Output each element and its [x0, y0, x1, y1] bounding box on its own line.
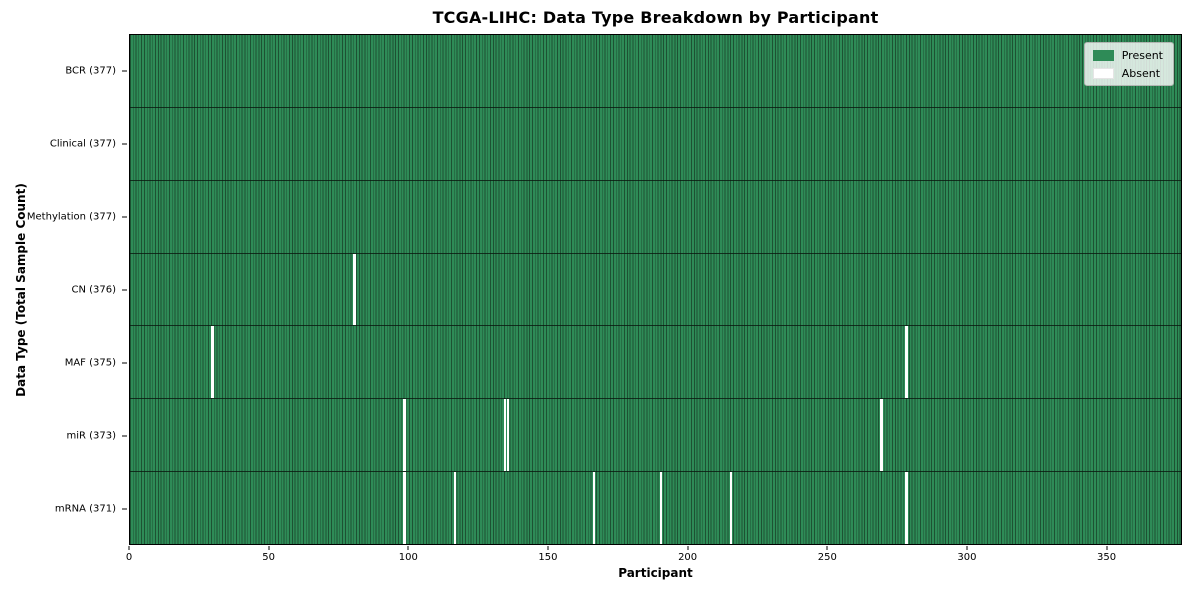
legend-swatch-present	[1092, 49, 1114, 61]
y-tick-mark	[122, 216, 127, 217]
x-tick-label: 0	[125, 552, 133, 563]
legend-item-present: Present	[1092, 49, 1163, 62]
absent-cell	[592, 472, 596, 545]
absent-cell	[353, 253, 356, 326]
absent-cell	[880, 399, 883, 472]
x-tick-label: 200	[678, 552, 698, 563]
x-tick-label: 250	[817, 552, 837, 563]
y-tick-label: BCR (377)	[65, 65, 116, 76]
x-axis: 0 50 100 150 200 250 300 350	[125, 545, 1182, 575]
x-tick-mark	[268, 546, 270, 550]
legend: Present Absent	[1083, 42, 1174, 86]
x-tick-mark	[687, 546, 689, 550]
heatmap-row-CN	[130, 253, 1181, 327]
chart-title: TCGA-LIHC: Data Type Breakdown by Partic…	[432, 8, 879, 27]
absent-cell	[503, 399, 507, 472]
legend-items: Present Absent	[1092, 49, 1163, 80]
y-tick-label: MAF (375)	[64, 357, 116, 368]
y-tick-label: miR (373)	[66, 430, 116, 441]
y-tick-label: CN (376)	[71, 284, 116, 295]
legend-label: Present	[1121, 49, 1163, 62]
x-tick-label: 100	[398, 552, 418, 563]
absent-cell	[403, 399, 406, 472]
x-tick-mark	[547, 546, 549, 550]
x-axis-title: Participant	[618, 566, 693, 580]
x-tick-label: 50	[262, 552, 276, 563]
heatmap-row-MAF	[130, 326, 1181, 400]
heatmap	[130, 35, 1181, 545]
heatmap-row-miR	[130, 399, 1181, 473]
absent-cell	[403, 472, 406, 545]
absent-cell	[453, 472, 457, 545]
absent-cell	[905, 472, 908, 545]
x-tick-label: 150	[538, 552, 558, 563]
y-tick-label: mRNA (371)	[54, 503, 116, 514]
legend-swatch-absent	[1092, 67, 1114, 79]
x-tick-mark	[407, 546, 409, 550]
y-tick-mark	[122, 143, 127, 144]
legend-item-absent: Absent	[1092, 67, 1163, 80]
y-tick-label: Clinical (377)	[49, 138, 116, 149]
absent-cell	[905, 326, 908, 399]
x-tick-mark	[826, 546, 828, 550]
absent-cell	[729, 472, 733, 545]
x-tick-mark	[128, 546, 130, 550]
y-tick-mark	[122, 435, 127, 436]
heatmap-row-mRNA	[130, 472, 1181, 545]
plot-area: Present Absent	[129, 34, 1182, 545]
absent-cell	[211, 326, 214, 399]
legend-label: Absent	[1121, 67, 1161, 80]
absent-cell	[659, 472, 663, 545]
y-tick-mark	[122, 289, 127, 290]
y-tick-label: Methylation (377)	[26, 211, 116, 222]
y-tick-mark	[122, 362, 127, 363]
x-tick-mark	[1106, 546, 1108, 550]
y-tick-mark	[122, 70, 127, 71]
heatmap-row-BCR	[130, 35, 1181, 108]
heatmap-row-Clinical	[130, 108, 1181, 181]
x-tick-mark	[966, 546, 968, 550]
heatmap-row-Methylation	[130, 181, 1181, 254]
y-tick-mark	[122, 508, 127, 509]
absent-cell	[506, 399, 510, 472]
x-tick-label: 300	[957, 552, 977, 563]
x-tick-label: 350	[1097, 552, 1117, 563]
y-axis: BCR (377) Clinical (377) Methylation (377)…	[0, 34, 129, 545]
